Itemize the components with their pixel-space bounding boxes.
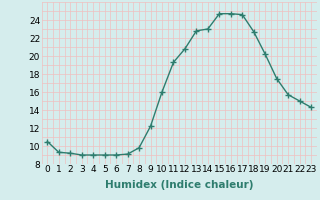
X-axis label: Humidex (Indice chaleur): Humidex (Indice chaleur)	[105, 180, 253, 190]
